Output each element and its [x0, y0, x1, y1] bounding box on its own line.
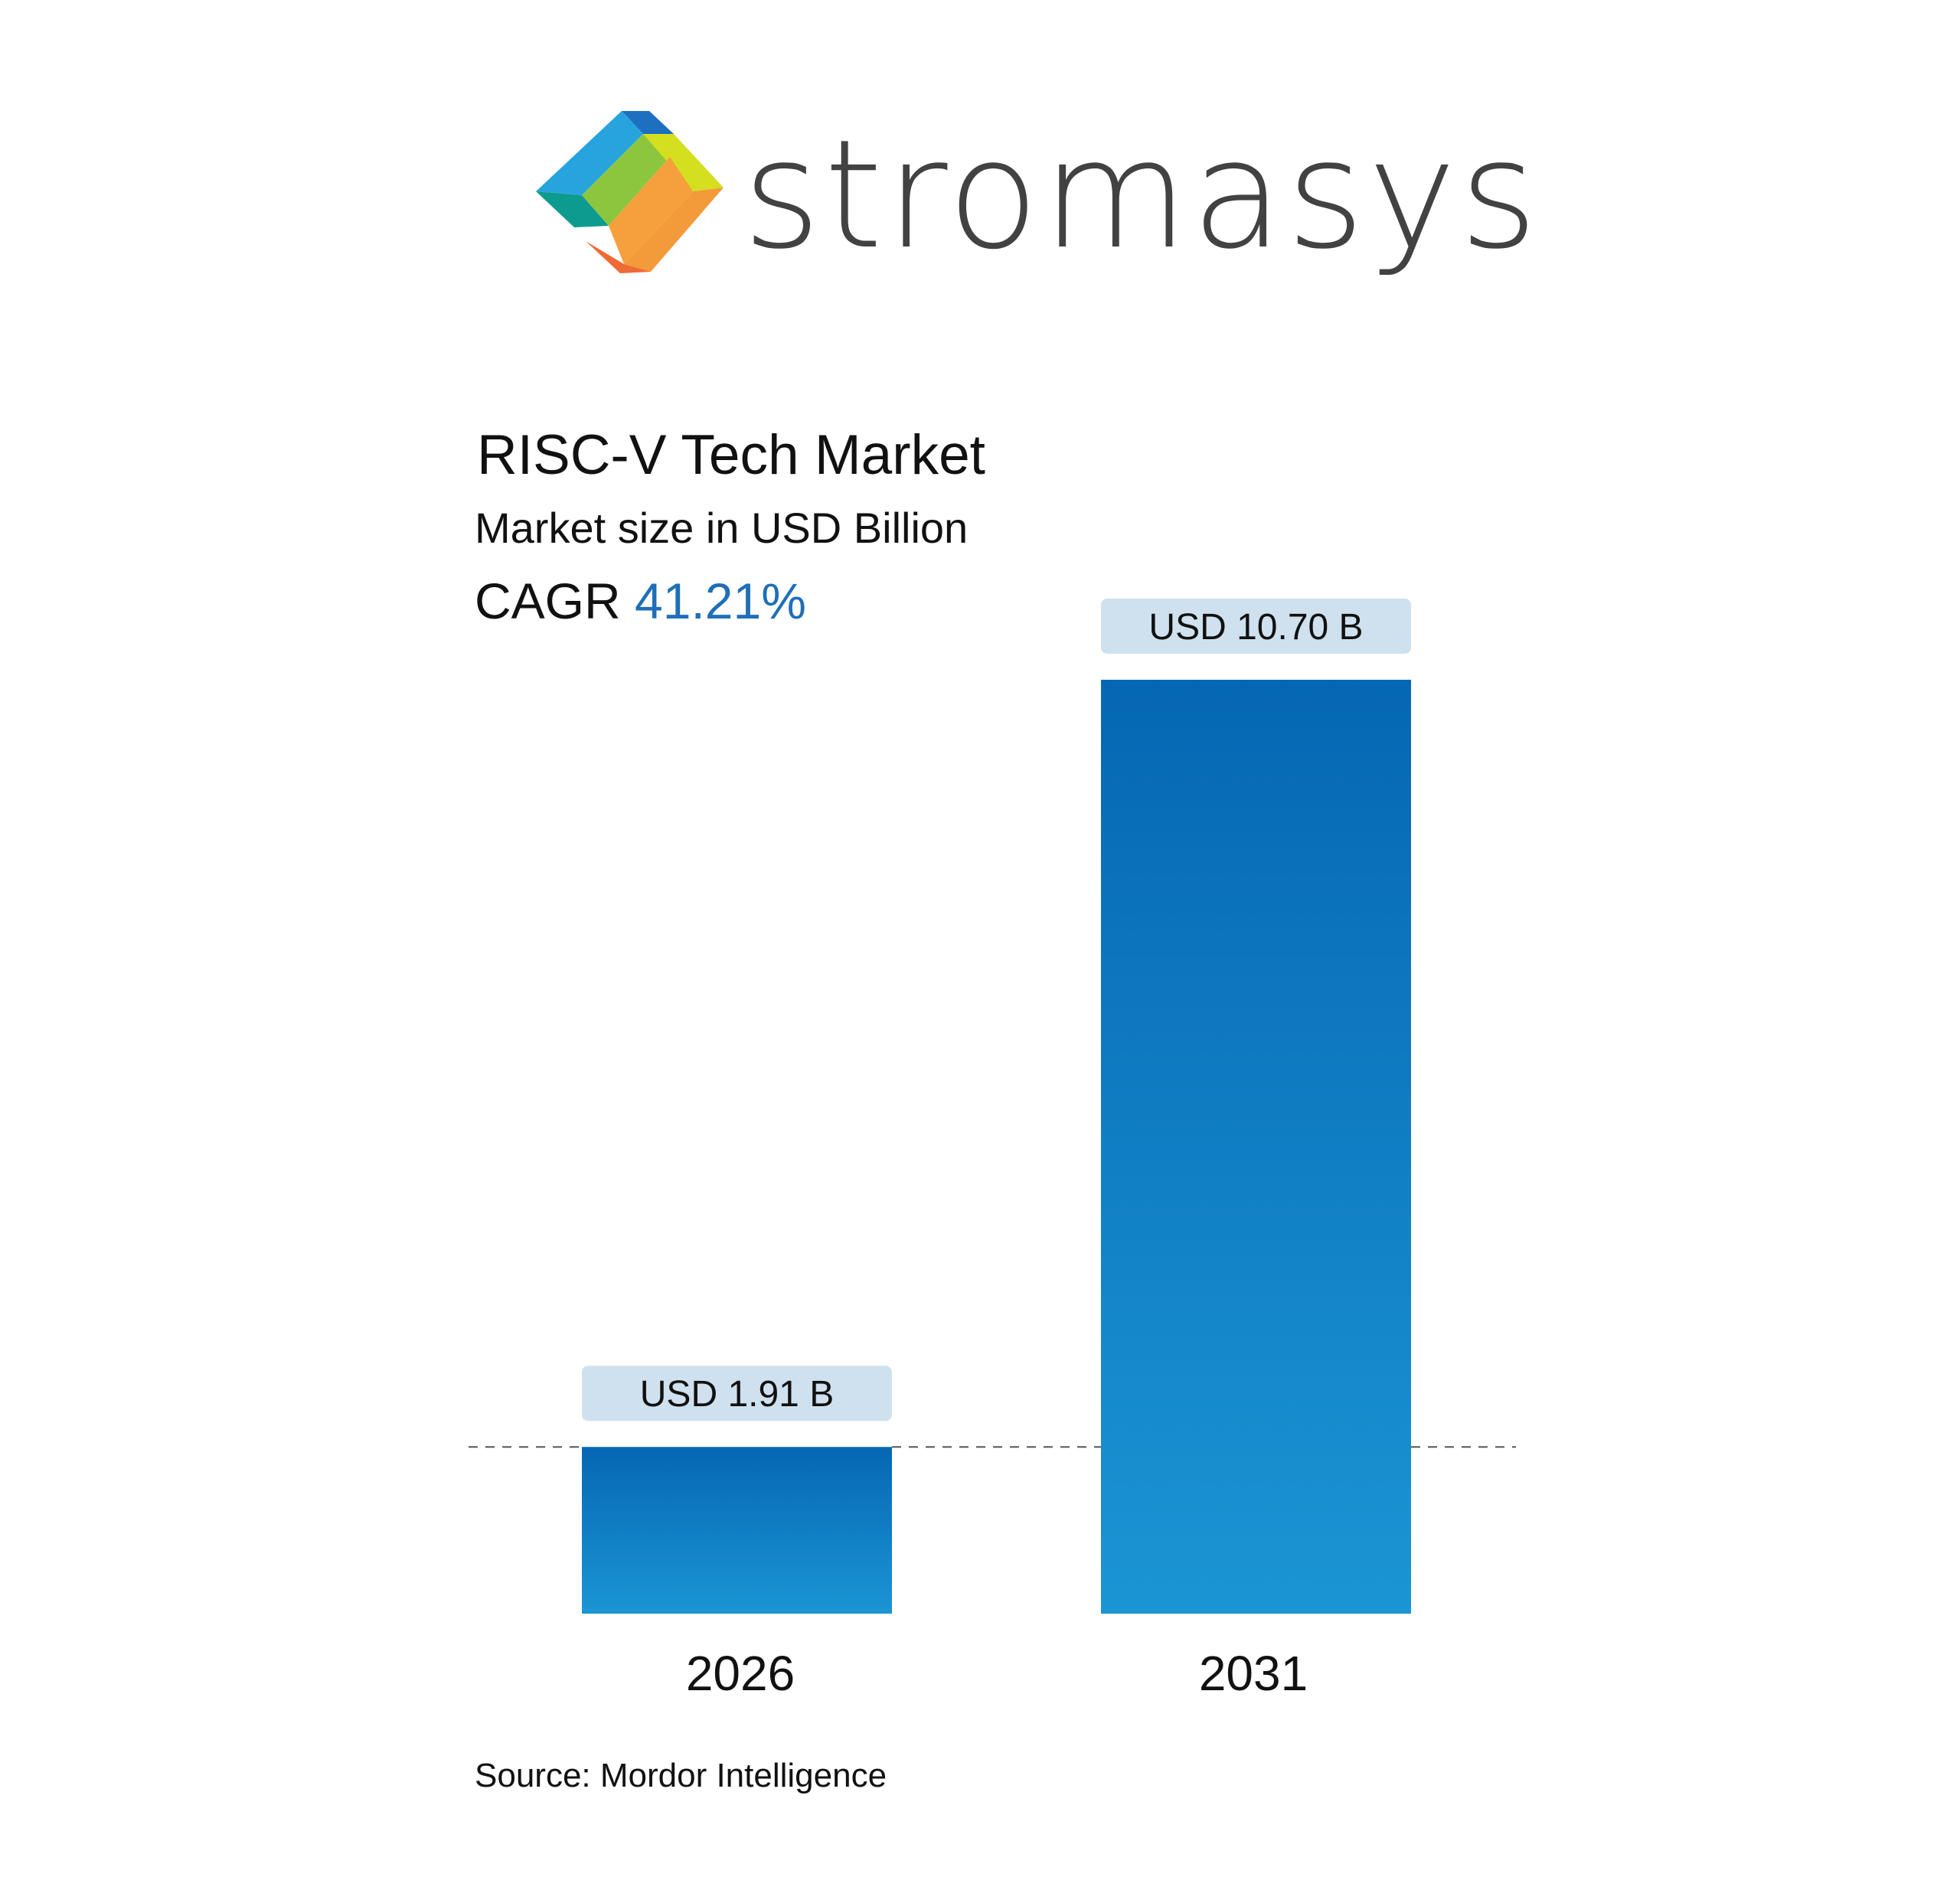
x-tick-label: 2031: [1199, 1646, 1308, 1701]
cagr-value: 41.21%: [635, 573, 806, 629]
source-note: Source: Mordor Intelligence: [475, 1757, 887, 1794]
data-label-box: [582, 1366, 892, 1422]
chart-subtitle: Market size in USD Billion: [475, 504, 969, 552]
stromasys-logo-icon: [536, 111, 724, 273]
data-label-box: [1101, 599, 1411, 654]
brand-wordmark: stromasys: [743, 108, 1541, 282]
stromasys-logo: stromasys: [536, 103, 1537, 287]
bar-2031: [1101, 680, 1411, 1614]
cagr-label: CAGR: [475, 573, 621, 629]
data-label: USD 10.70 B: [1148, 607, 1363, 648]
x-tick-label: 2026: [686, 1646, 795, 1701]
bar-2026: [582, 1447, 892, 1614]
chart-title: RISC-V Tech Market: [477, 424, 985, 486]
data-label: USD 1.91 B: [640, 1374, 834, 1415]
cagr-line: CAGR 41.21%: [475, 566, 806, 635]
